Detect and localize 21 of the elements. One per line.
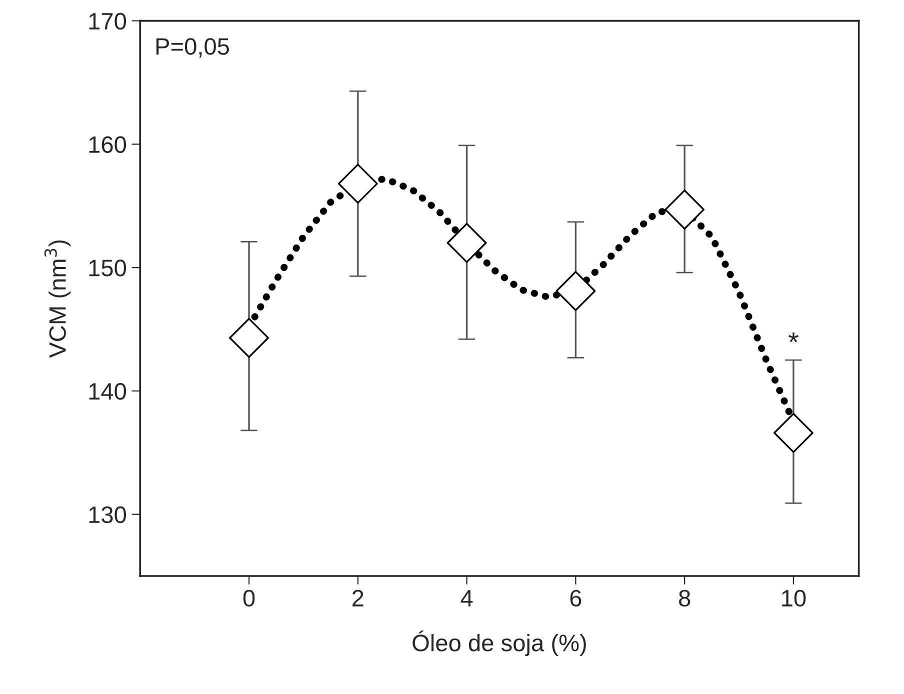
x-tick-label: 4 <box>460 590 473 606</box>
point <box>229 318 269 358</box>
point <box>773 412 814 453</box>
annotation: * <box>788 332 798 342</box>
y-tick-label: 160 <box>89 136 126 153</box>
x-tick-label: 8 <box>679 590 690 607</box>
annotation: P=0,05 <box>156 38 229 58</box>
y-tick-label: 130 <box>89 506 126 524</box>
x-axis-title: Óleo de soja (%) <box>412 630 586 656</box>
y-tick-label: 170 <box>89 12 126 30</box>
x-tick-label: 6 <box>570 590 582 607</box>
y-tick-label: 150 <box>89 260 126 276</box>
point <box>556 271 596 311</box>
y-axis-title: VCM (nm$^{3}$) <box>44 240 71 358</box>
y-tick-label: 140 <box>89 383 126 400</box>
x-tick-label: 2 <box>352 590 364 606</box>
point <box>446 222 487 263</box>
point <box>664 190 705 230</box>
x-tick-label: 10 <box>782 590 806 607</box>
point <box>338 164 378 204</box>
x-tick-label: 0 <box>243 590 255 607</box>
